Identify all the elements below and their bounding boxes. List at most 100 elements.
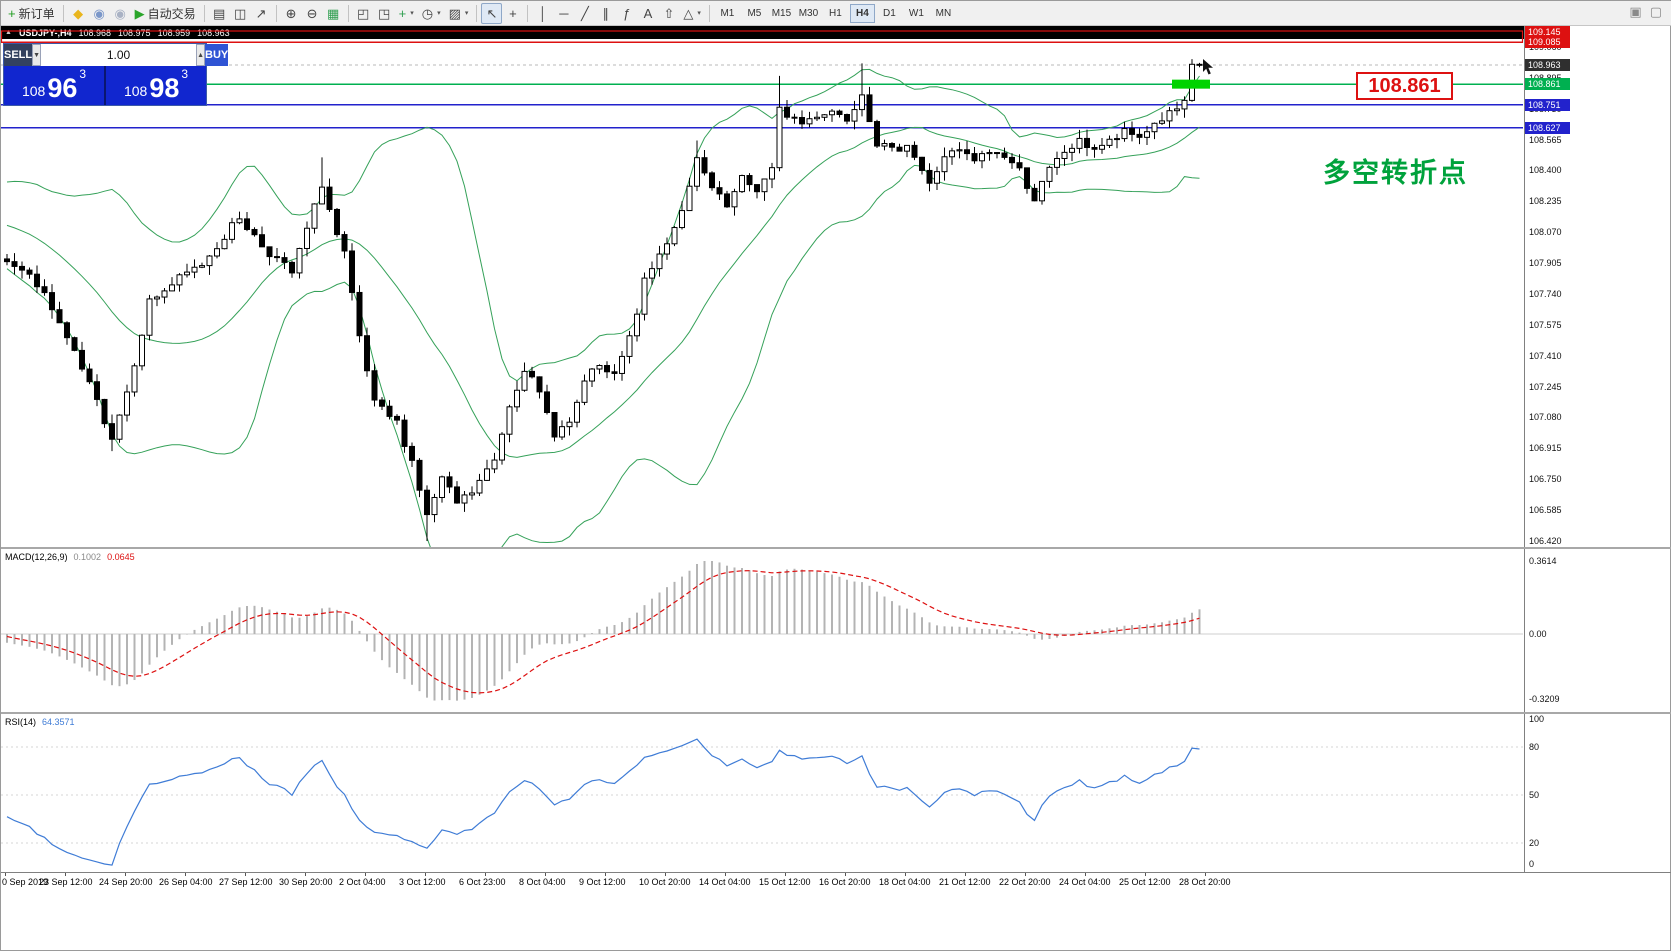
trendline-icon[interactable]: ╱: [574, 3, 595, 24]
bear-candle: [799, 117, 805, 125]
periods-icon[interactable]: ◷ ▾: [418, 3, 445, 24]
rsi-panel-canvas[interactable]: [1, 714, 1524, 872]
price-text-label[interactable]: 108.861: [1356, 72, 1453, 100]
time-axis-label: 0 Sep 2019: [2, 877, 49, 887]
expand-ohlc-icon[interactable]: ▲: [5, 29, 12, 36]
buy-price-display[interactable]: 108 98 3: [106, 66, 206, 105]
sounds-icon-glyph: ◉: [114, 5, 126, 21]
time-axis-label: 18 Oct 04:00: [879, 877, 931, 887]
bollinger-middle-band: [6, 126, 1200, 458]
price-chart-canvas[interactable]: [1, 26, 1524, 547]
time-axis-label: 9 Oct 12:00: [579, 877, 626, 887]
macd-main-value: 0.1002: [73, 552, 102, 562]
bull-candle: [1121, 128, 1128, 140]
arrange-windows-icon[interactable]: ◳: [374, 3, 395, 24]
timeframe-m1[interactable]: M1: [720, 7, 735, 19]
time-axis-label: 30 Sep 20:00: [279, 877, 333, 887]
community-icon[interactable]: ◉: [89, 3, 110, 24]
buy-button[interactable]: BUY: [205, 44, 229, 66]
fibonacci-icon-glyph: ƒ: [623, 5, 631, 21]
timeframe-m5[interactable]: M5: [747, 7, 762, 19]
macd-axis[interactable]: 0.3614 0.00 -0.3209: [1525, 549, 1671, 712]
bull-candle: [739, 175, 745, 193]
ohlc-high: 108.975: [118, 27, 151, 38]
bar-chart-icon[interactable]: ▤: [209, 3, 230, 24]
toolbar-separator: [203, 4, 205, 22]
timeframe-mn[interactable]: MN: [935, 7, 952, 19]
panel-splitter-rsi[interactable]: [1, 712, 1671, 714]
pivot-highlight-bar[interactable]: [1172, 79, 1210, 89]
timeframe-m30[interactable]: M30: [798, 7, 819, 19]
price-tag-pivot: 108.861: [1525, 78, 1570, 91]
buy-price-pips: 98: [149, 73, 180, 104]
sell-price-pips: 96: [47, 73, 78, 104]
candlestick-chart-icon[interactable]: ◫: [230, 3, 251, 24]
bull-candle: [514, 389, 520, 408]
sounds-icon[interactable]: ◉: [110, 3, 131, 24]
templates-icon-glyph: ▨: [448, 5, 461, 21]
crosshair-icon[interactable]: +: [502, 3, 523, 24]
bear-candle: [1016, 162, 1023, 169]
timeframe-d1[interactable]: D1: [883, 7, 896, 19]
candlesticks: [4, 59, 1203, 541]
cascade-windows-icon[interactable]: ◰: [353, 3, 374, 24]
volume-input[interactable]: [41, 44, 197, 66]
bear-candle: [1009, 156, 1015, 164]
time-axis[interactable]: 0 Sep 2019 23 Sep 12:00 24 Sep 20:00 26 Sep…: [1, 873, 1524, 891]
bull-candle: [829, 110, 835, 116]
bear-candle: [724, 193, 730, 208]
tile-windows-icon[interactable]: ▦: [323, 3, 344, 24]
auto-trading-button[interactable]: ▶ 自动交易: [131, 3, 200, 24]
volume-increase-button[interactable]: ▲: [196, 44, 205, 66]
time-axis-label: 26 Sep 04:00: [159, 877, 213, 887]
bull-candle: [1076, 137, 1083, 149]
bull-candle: [1054, 158, 1060, 168]
toolbar: + 新订单 ◆ ◉ ◉ ▶ 自动交易 ▤ ◫ ↗ ⊕ ⊖ ▦ ◰ ◳ + ▾ ◷ ▾ ▨ ▾ ↖ + │ ─ ╱ ∥ ƒ A ⇧ △ ▾ M1 M…: [1, 1, 1671, 26]
bear-candle: [334, 208, 340, 236]
fibonacci-icon[interactable]: ƒ: [616, 3, 637, 24]
bar-chart-icon-glyph: ▤: [212, 5, 226, 21]
resistance-zone-rect[interactable]: [1, 30, 1524, 43]
zoom-out-icon[interactable]: ⊖: [302, 3, 323, 24]
timeframe-w1[interactable]: W1: [908, 7, 924, 19]
templates-icon[interactable]: ▨ ▾: [445, 3, 473, 24]
text-label-icon[interactable]: A: [637, 3, 658, 24]
bull-candle: [851, 109, 858, 122]
timeframe-m15[interactable]: M15: [771, 7, 792, 19]
restore-window-icon[interactable]: ▣: [1629, 4, 1642, 19]
time-tick: [785, 873, 786, 876]
volume-decrease-button[interactable]: ▼: [32, 44, 42, 66]
shapes-icon[interactable]: △ ▾: [679, 3, 705, 24]
vertical-line-icon[interactable]: │: [532, 3, 553, 24]
sell-price-display[interactable]: 108 96 3: [4, 66, 106, 105]
horizontal-line-icon[interactable]: ─: [553, 3, 574, 24]
indicators-icon[interactable]: + ▾: [395, 3, 418, 24]
price-axis[interactable]: 109.060108.895108.730108.565108.400108.2…: [1525, 26, 1671, 873]
bear-candle: [341, 234, 348, 252]
equidistant-channel-icon[interactable]: ∥: [595, 3, 616, 24]
zoom-in-icon[interactable]: ⊕: [281, 3, 302, 24]
dropdown-caret-icon: ▾: [697, 10, 701, 17]
turning-point-annotation[interactable]: 多空转折点: [1323, 158, 1468, 188]
bull-candle: [1069, 147, 1075, 153]
mql5-market-icon[interactable]: ◆: [68, 3, 89, 24]
sell-button[interactable]: SELL: [4, 44, 33, 66]
rsi-axis[interactable]: 100 80 50 20 0: [1525, 714, 1671, 872]
bull-candle: [814, 116, 820, 120]
cursor-icon[interactable]: ↖: [481, 2, 503, 24]
arrows-tool-icon[interactable]: ⇧: [658, 3, 679, 24]
macd-panel-canvas[interactable]: [1, 549, 1524, 712]
one-click-trading-panel[interactable]: SELL ▼ ▲ BUY 108 96 3 108 98 3: [3, 43, 229, 106]
timeframe-h1[interactable]: H1: [829, 7, 842, 19]
bear-candle: [274, 256, 280, 259]
bear-candle: [41, 286, 48, 294]
panel-splitter-macd[interactable]: [1, 547, 1671, 549]
toolbar-separator: [347, 4, 349, 22]
new-order-button[interactable]: + 新订单: [4, 3, 59, 24]
bull-candle: [664, 243, 670, 255]
line-chart-icon[interactable]: ↗: [251, 3, 272, 24]
bear-candle: [26, 269, 33, 275]
timeframe-h4[interactable]: H4: [849, 3, 875, 23]
close-window-icon[interactable]: ▢: [1649, 4, 1662, 19]
bear-candle: [1024, 167, 1030, 189]
